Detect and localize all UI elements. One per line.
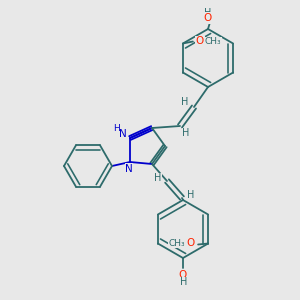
Text: O: O [186, 238, 194, 248]
Text: H: H [154, 173, 162, 183]
Text: H: H [181, 97, 189, 107]
Text: CH₃: CH₃ [205, 37, 221, 46]
Text: O: O [196, 37, 204, 46]
Text: H: H [204, 8, 212, 18]
Text: N: N [119, 129, 127, 139]
Text: H: H [180, 277, 188, 287]
Text: H: H [187, 190, 195, 200]
Text: O: O [179, 270, 187, 280]
Text: H: H [112, 124, 119, 134]
Text: CH₃: CH₃ [169, 239, 185, 248]
Text: H: H [182, 128, 190, 138]
Text: O: O [203, 13, 211, 23]
Text: N: N [125, 164, 133, 174]
